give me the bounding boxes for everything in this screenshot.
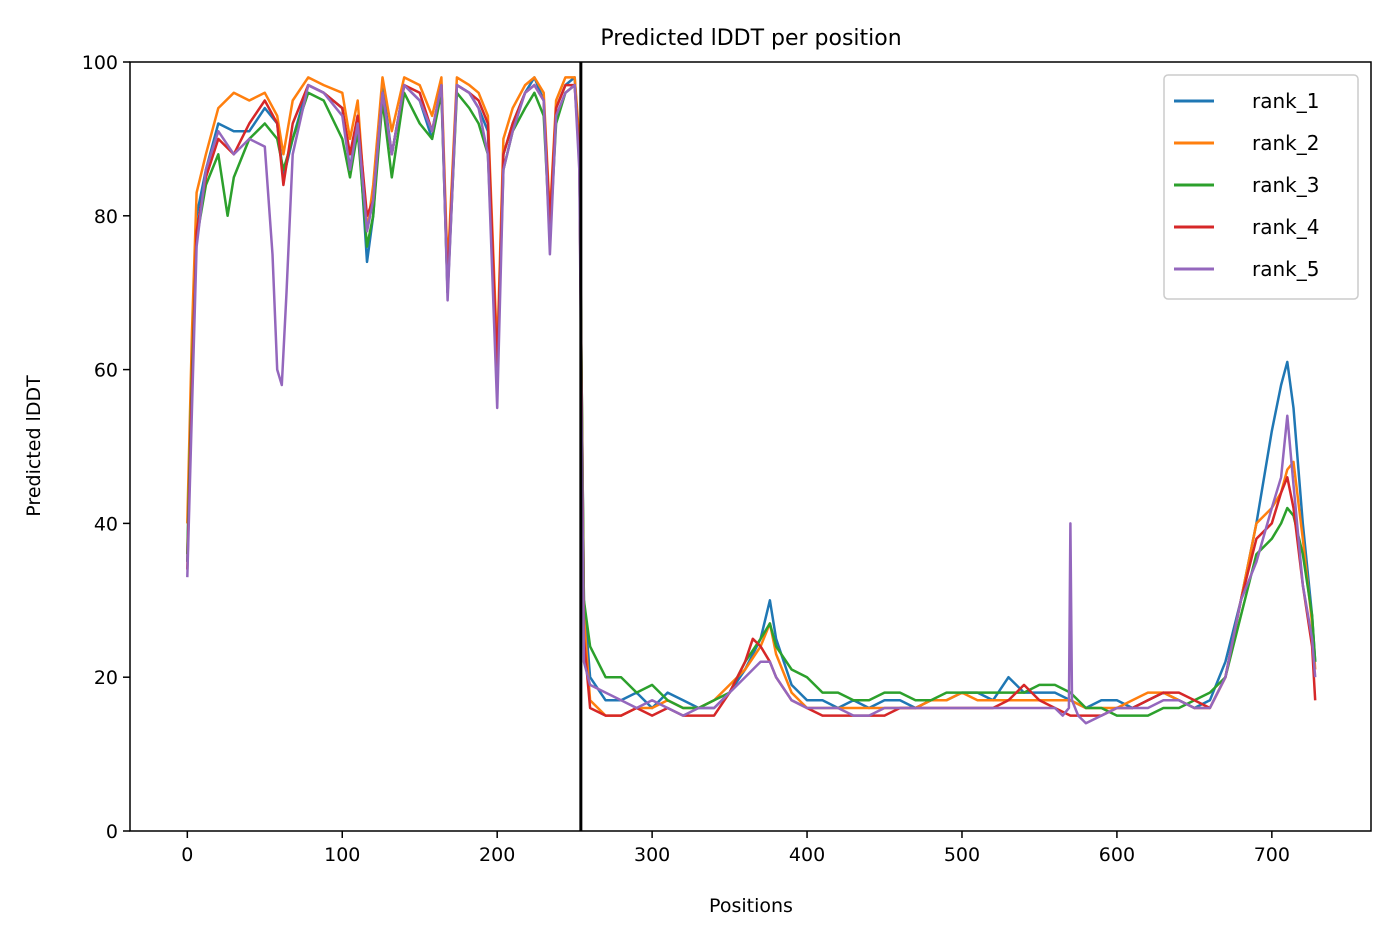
chart-title: Predicted lDDT per position bbox=[600, 26, 901, 51]
x-tick-label: 100 bbox=[324, 844, 360, 866]
y-tick-label: 60 bbox=[94, 360, 118, 382]
legend-label-rank_3: rank_3 bbox=[1252, 173, 1319, 197]
legend-box bbox=[1163, 74, 1359, 300]
plot-area bbox=[129, 61, 1372, 832]
x-tick-label: 0 bbox=[181, 844, 193, 866]
x-tick-label: 500 bbox=[944, 844, 980, 866]
legend-label-rank_4: rank_4 bbox=[1252, 215, 1319, 239]
x-tick-label: 600 bbox=[1099, 844, 1135, 866]
x-tick-label: 400 bbox=[789, 844, 825, 866]
x-tick-label: 700 bbox=[1254, 844, 1290, 866]
x-tick-label: 200 bbox=[479, 844, 515, 866]
x-axis: 0 100 200 300 400 500 600 700 bbox=[181, 831, 1290, 866]
x-axis-label: Positions bbox=[709, 895, 793, 917]
series-layer bbox=[186, 76, 1317, 725]
legend: rank_1 rank_2 rank_3 rank_4 rank_5 bbox=[1163, 74, 1359, 300]
legend-label-rank_2: rank_2 bbox=[1252, 131, 1319, 155]
y-tick-label: 0 bbox=[106, 821, 118, 843]
legend-label-rank_5: rank_5 bbox=[1252, 257, 1319, 281]
y-tick-label: 40 bbox=[94, 513, 118, 535]
y-tick-label: 20 bbox=[94, 667, 118, 689]
y-axis-label: Predicted lDDT bbox=[23, 375, 45, 517]
y-tick-label: 80 bbox=[94, 206, 118, 228]
y-axis: 0 20 40 60 80 100 bbox=[82, 52, 130, 843]
plot-frame bbox=[129, 61, 1372, 832]
series-line-rank_5 bbox=[186, 83, 1317, 725]
legend-label-rank_1: rank_1 bbox=[1252, 89, 1319, 113]
y-tick-label: 100 bbox=[82, 52, 118, 74]
series-line-rank_3 bbox=[186, 83, 1317, 717]
x-tick-label: 300 bbox=[634, 844, 670, 866]
